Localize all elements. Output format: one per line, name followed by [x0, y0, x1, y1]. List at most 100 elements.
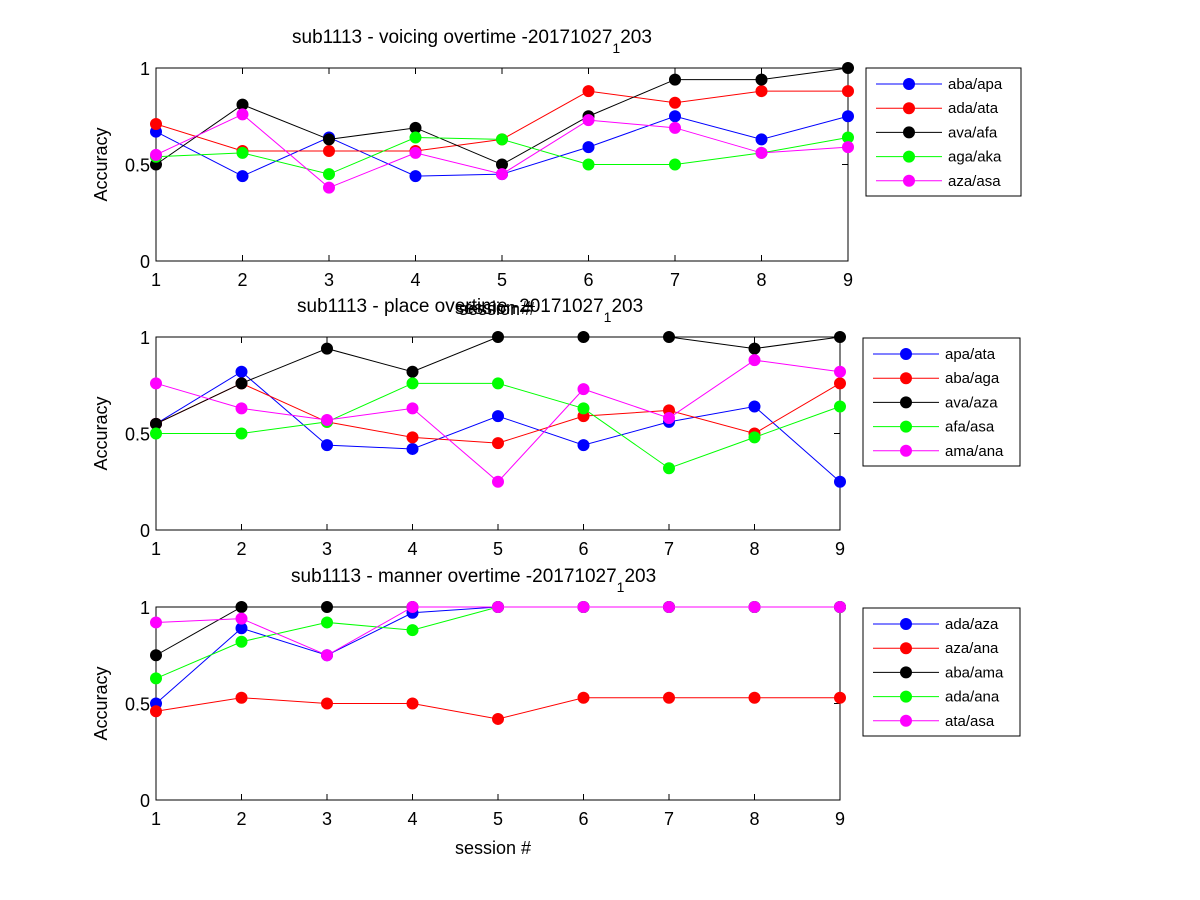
data-point [150, 148, 162, 161]
x-tick-label: 1 [151, 270, 161, 290]
data-point [577, 439, 590, 452]
data-point [842, 141, 854, 154]
data-point [663, 691, 675, 704]
data-point [492, 410, 504, 423]
data-point [834, 377, 846, 390]
x-axis-label: session # [455, 838, 531, 858]
data-point [406, 442, 419, 455]
data-point [321, 649, 333, 662]
series-afa-asa [150, 377, 846, 475]
y-axis-label: Accuracy [91, 396, 111, 470]
legend-entry: ata/asa [945, 713, 995, 730]
legend-entry: ada/ana [945, 689, 1000, 706]
data-point [755, 85, 768, 98]
data-point [748, 400, 761, 413]
series-ava-afa [150, 62, 854, 171]
data-point [669, 158, 681, 171]
x-tick-label: 7 [670, 270, 680, 290]
x-tick-label: 8 [749, 539, 759, 559]
data-point [150, 649, 162, 662]
data-point [669, 110, 681, 123]
data-point [235, 601, 248, 613]
data-point [834, 475, 846, 488]
data-point [323, 181, 335, 194]
legend: ada/aza aza/ana aba/ama ada/ana ata/asa [862, 607, 1021, 737]
legend-entry: aba/apa [948, 76, 1003, 93]
data-point [409, 170, 422, 183]
series-line [155, 606, 840, 704]
data-point [748, 601, 761, 613]
data-point [582, 85, 595, 98]
x-tick-label: 5 [493, 809, 503, 829]
data-point [492, 331, 504, 343]
y-axis-label: Accuracy [91, 127, 111, 201]
chart-title: sub1113 - voicing overtime -201710271203 [292, 27, 652, 56]
y-axis-label: Accuracy [91, 666, 111, 740]
data-point [834, 331, 846, 343]
legend-entry: aza/asa [948, 173, 1001, 190]
data-point [406, 402, 419, 415]
data-point [406, 431, 419, 444]
legend-marker [900, 666, 912, 679]
data-point [323, 144, 335, 157]
legend: aba/apa ada/ata ava/afa aga/aka aza/asa [865, 67, 1022, 197]
legend-marker [900, 348, 912, 360]
x-tick-label: 9 [835, 809, 845, 829]
y-tick-label: 0.5 [125, 425, 150, 445]
x-tick-label: 9 [835, 539, 845, 559]
data-point [235, 377, 248, 390]
data-point [834, 691, 846, 704]
data-point [748, 342, 761, 355]
legend-marker [900, 444, 912, 457]
data-point [492, 377, 504, 390]
data-point [235, 612, 248, 625]
series-ada-ata [150, 85, 854, 157]
data-point [321, 413, 333, 426]
x-tick-label: 2 [237, 270, 247, 290]
data-point [492, 712, 504, 725]
data-point [406, 365, 419, 378]
series-ata-asa [150, 601, 846, 662]
series-aza-ana [150, 691, 846, 725]
chart-title: sub1113 - place overtime -201710271203 [297, 296, 643, 325]
data-point [235, 635, 248, 648]
x-tick-label: 2 [236, 539, 246, 559]
legend-marker [900, 714, 912, 727]
legend-marker [900, 642, 912, 655]
legend-entry: aba/aga [945, 370, 1000, 387]
data-point [235, 402, 248, 415]
x-tick-label: 3 [322, 809, 332, 829]
data-point [150, 377, 162, 390]
legend-marker [903, 78, 915, 90]
data-point [842, 110, 854, 123]
legend-entry: aga/aka [948, 149, 1002, 166]
data-point [321, 439, 333, 452]
legend-entry: ada/aza [945, 616, 999, 633]
data-point [582, 158, 595, 171]
data-point [577, 402, 590, 415]
legend-marker [900, 420, 912, 433]
legend-marker [900, 372, 912, 385]
data-point [406, 601, 419, 613]
data-point [669, 96, 681, 109]
chart-panel-3: 1 2 3 4 5 6 7 8 9 0 0.5 1 Accuracy session # ada/aza az… [91, 566, 1021, 858]
data-point [492, 601, 504, 613]
x-tick-label: 1 [151, 539, 161, 559]
data-point [236, 170, 249, 183]
data-point [663, 601, 675, 613]
x-tick-label: 7 [664, 539, 674, 559]
x-tick-label: 7 [664, 809, 674, 829]
data-point [577, 691, 590, 704]
x-tick-label: 5 [497, 270, 507, 290]
x-tick-label: 4 [410, 270, 420, 290]
legend-entry: aza/ana [945, 640, 999, 657]
x-tick-label: 4 [407, 809, 417, 829]
data-point [496, 168, 508, 181]
y-tick-label: 1 [140, 328, 150, 348]
y-tick-label: 1 [140, 59, 150, 79]
data-point [577, 601, 590, 613]
data-point [834, 601, 846, 613]
data-point [150, 117, 162, 130]
data-point [235, 365, 248, 378]
